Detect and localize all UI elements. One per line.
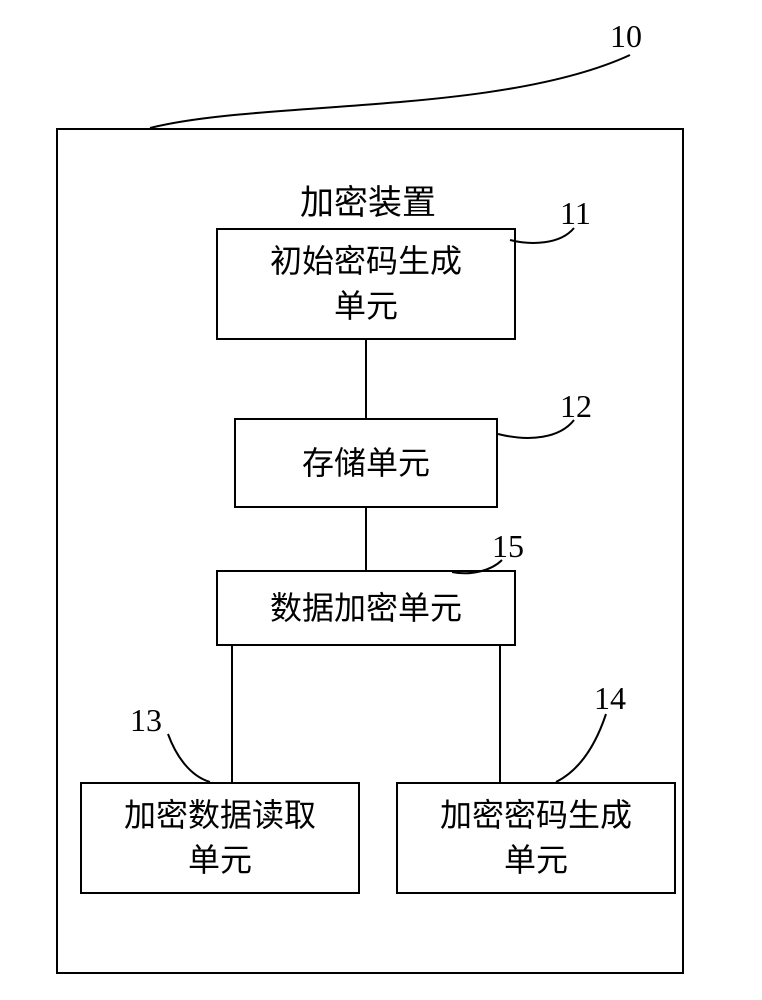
node-label: 初始密码生成 单元 <box>270 239 462 329</box>
container-title: 加密装置 <box>300 175 436 224</box>
callout-label-11: 11 <box>560 195 591 232</box>
callout-line <box>150 55 630 128</box>
node-label: 数据加密单元 <box>270 586 462 631</box>
node-initial-password-gen: 初始密码生成 单元 <box>216 228 516 340</box>
callout-label-14: 14 <box>594 680 626 717</box>
node-encrypted-data-read: 加密数据读取 单元 <box>80 782 360 894</box>
node-label: 加密密码生成 单元 <box>440 793 632 883</box>
node-encrypt-password-gen: 加密密码生成 单元 <box>396 782 676 894</box>
node-data-encrypt: 数据加密单元 <box>216 570 516 646</box>
node-label: 加密数据读取 单元 <box>124 793 316 883</box>
container-callout-label: 10 <box>610 18 642 55</box>
callout-label-15: 15 <box>492 528 524 565</box>
diagram-canvas: 加密装置 10 初始密码生成 单元 11 存储单元 12 数据加密单元 15 加… <box>0 0 762 1000</box>
callout-label-13: 13 <box>130 702 162 739</box>
node-label: 存储单元 <box>302 441 430 486</box>
callout-label-12: 12 <box>560 388 592 425</box>
node-storage: 存储单元 <box>234 418 498 508</box>
